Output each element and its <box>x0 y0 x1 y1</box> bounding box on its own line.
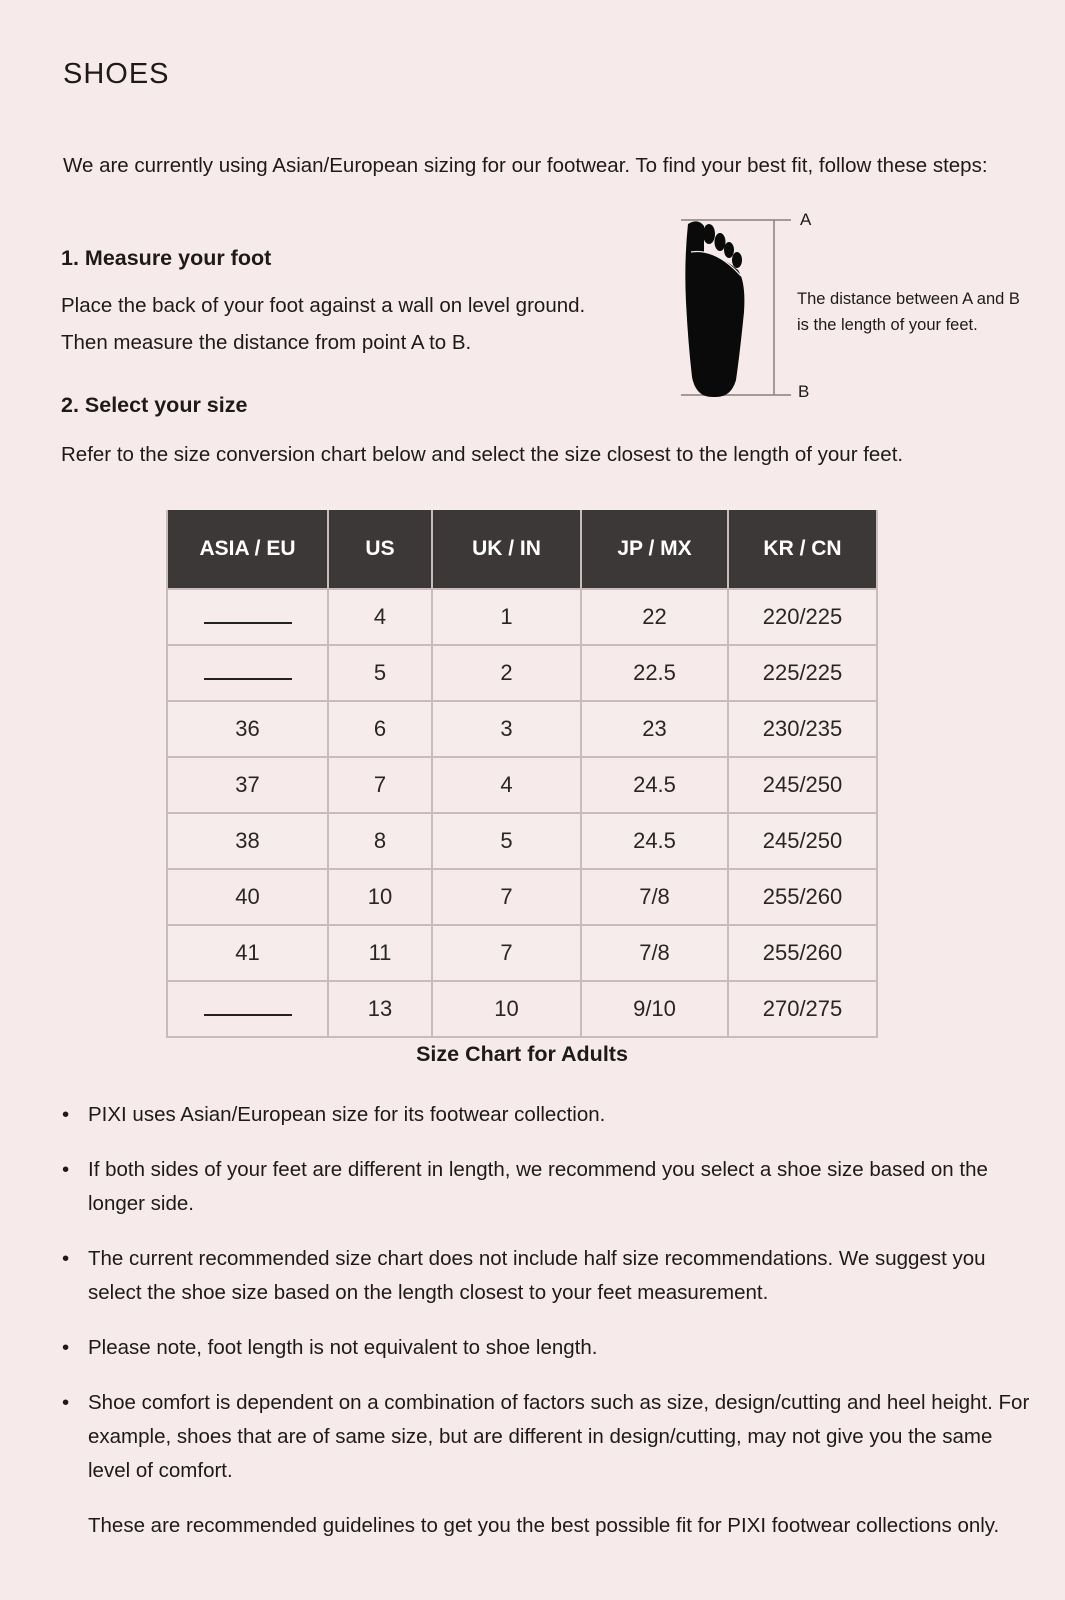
table-cell: 230/235 <box>727 700 878 758</box>
table-cell: 22.5 <box>580 644 729 702</box>
list-item: If both sides of your feet are different… <box>62 1153 1032 1221</box>
table-cell: 225/225 <box>727 644 878 702</box>
table-cell: 5 <box>431 812 582 870</box>
table-cell: 9/10 <box>580 980 729 1038</box>
table-cell: 38 <box>166 812 329 870</box>
column-header: JP / MX <box>580 510 729 590</box>
table-cell: 41 <box>166 924 329 982</box>
step1-heading: 1. Measure your foot <box>61 246 272 270</box>
foot-diagram <box>681 219 791 398</box>
table-cell: 7 <box>431 924 582 982</box>
table-cell: 8 <box>327 812 433 870</box>
table-cell <box>166 644 329 702</box>
column-header: KR / CN <box>727 510 878 590</box>
table-cell: 13 <box>327 980 433 1038</box>
page-title: SHOES <box>63 58 170 90</box>
step2-heading: 2. Select your size <box>61 393 248 417</box>
table-cell: 23 <box>580 700 729 758</box>
table-cell: 7 <box>327 756 433 814</box>
table-cell <box>166 588 329 646</box>
footer-note: These are recommended guidelines to get … <box>88 1514 1000 1537</box>
table-row: 4 1 22 220/225 <box>166 588 878 646</box>
table-caption: Size Chart for Adults <box>416 1042 628 1066</box>
empty-dash <box>203 608 292 624</box>
table-cell: 245/250 <box>727 812 878 870</box>
table-row: 13 10 9/10 270/275 <box>166 980 878 1038</box>
table-cell: 6 <box>327 700 433 758</box>
table-cell: 4 <box>327 588 433 646</box>
table-cell: 10 <box>327 868 433 926</box>
label-a: A <box>800 210 812 229</box>
table-cell: 11 <box>327 924 433 982</box>
column-header: ASIA / EU <box>166 510 329 590</box>
table-cell: 22 <box>580 588 729 646</box>
table-cell: 5 <box>327 644 433 702</box>
table-cell: 3 <box>431 700 582 758</box>
table-cell: 24.5 <box>580 756 729 814</box>
table-cell: 255/260 <box>727 868 878 926</box>
table-cell: 40 <box>166 868 329 926</box>
foot-icon <box>685 221 745 398</box>
table-row: 41 11 7 7/8 255/260 <box>166 924 878 982</box>
table-row: 38 8 5 24.5 245/250 <box>166 812 878 870</box>
size-chart-table: ASIA / EU US UK / IN JP / MX KR / CN 4 1 22 220… <box>166 510 878 1038</box>
table-cell: 24.5 <box>580 812 729 870</box>
label-b: B <box>798 382 810 401</box>
diagram-text: The distance between A and B is the leng… <box>797 290 1020 334</box>
table-cell <box>166 980 329 1038</box>
table-cell: 220/225 <box>727 588 878 646</box>
table-cell: 10 <box>431 980 582 1038</box>
step1-line: Then measure the distance from point A t… <box>61 331 472 354</box>
table-row: 5 2 22.5 225/225 <box>166 644 878 702</box>
intro-text: We are currently using Asian/European si… <box>63 154 988 177</box>
table-cell: 1 <box>431 588 582 646</box>
table-cell: 4 <box>431 756 582 814</box>
list-item: Please note, foot length is not equivale… <box>62 1331 1032 1365</box>
table-cell: 2 <box>431 644 582 702</box>
table-cell: 7/8 <box>580 924 729 982</box>
list-item: PIXI uses Asian/European size for its fo… <box>62 1098 1032 1132</box>
notes-list: PIXI uses Asian/European size for its fo… <box>62 1098 1032 1509</box>
empty-dash <box>203 1000 292 1016</box>
table-cell: 270/275 <box>727 980 878 1038</box>
table-cell: 37 <box>166 756 329 814</box>
list-item: The current recommended size chart does … <box>62 1242 1032 1310</box>
column-header: US <box>327 510 433 590</box>
table-cell: 7/8 <box>580 868 729 926</box>
table-cell: 36 <box>166 700 329 758</box>
column-header: UK / IN <box>431 510 582 590</box>
step1-line: Place the back of your foot against a wa… <box>61 294 586 317</box>
table-row: 37 7 4 24.5 245/250 <box>166 756 878 814</box>
list-item: Shoe comfort is dependent on a combinati… <box>62 1386 1032 1488</box>
table-cell: 255/260 <box>727 924 878 982</box>
table-cell: 245/250 <box>727 756 878 814</box>
step2-text: Refer to the size conversion chart below… <box>61 443 904 466</box>
table-cell: 7 <box>431 868 582 926</box>
table-row: 36 6 3 23 230/235 <box>166 700 878 758</box>
table-row: 40 10 7 7/8 255/260 <box>166 868 878 926</box>
empty-dash <box>203 664 292 680</box>
